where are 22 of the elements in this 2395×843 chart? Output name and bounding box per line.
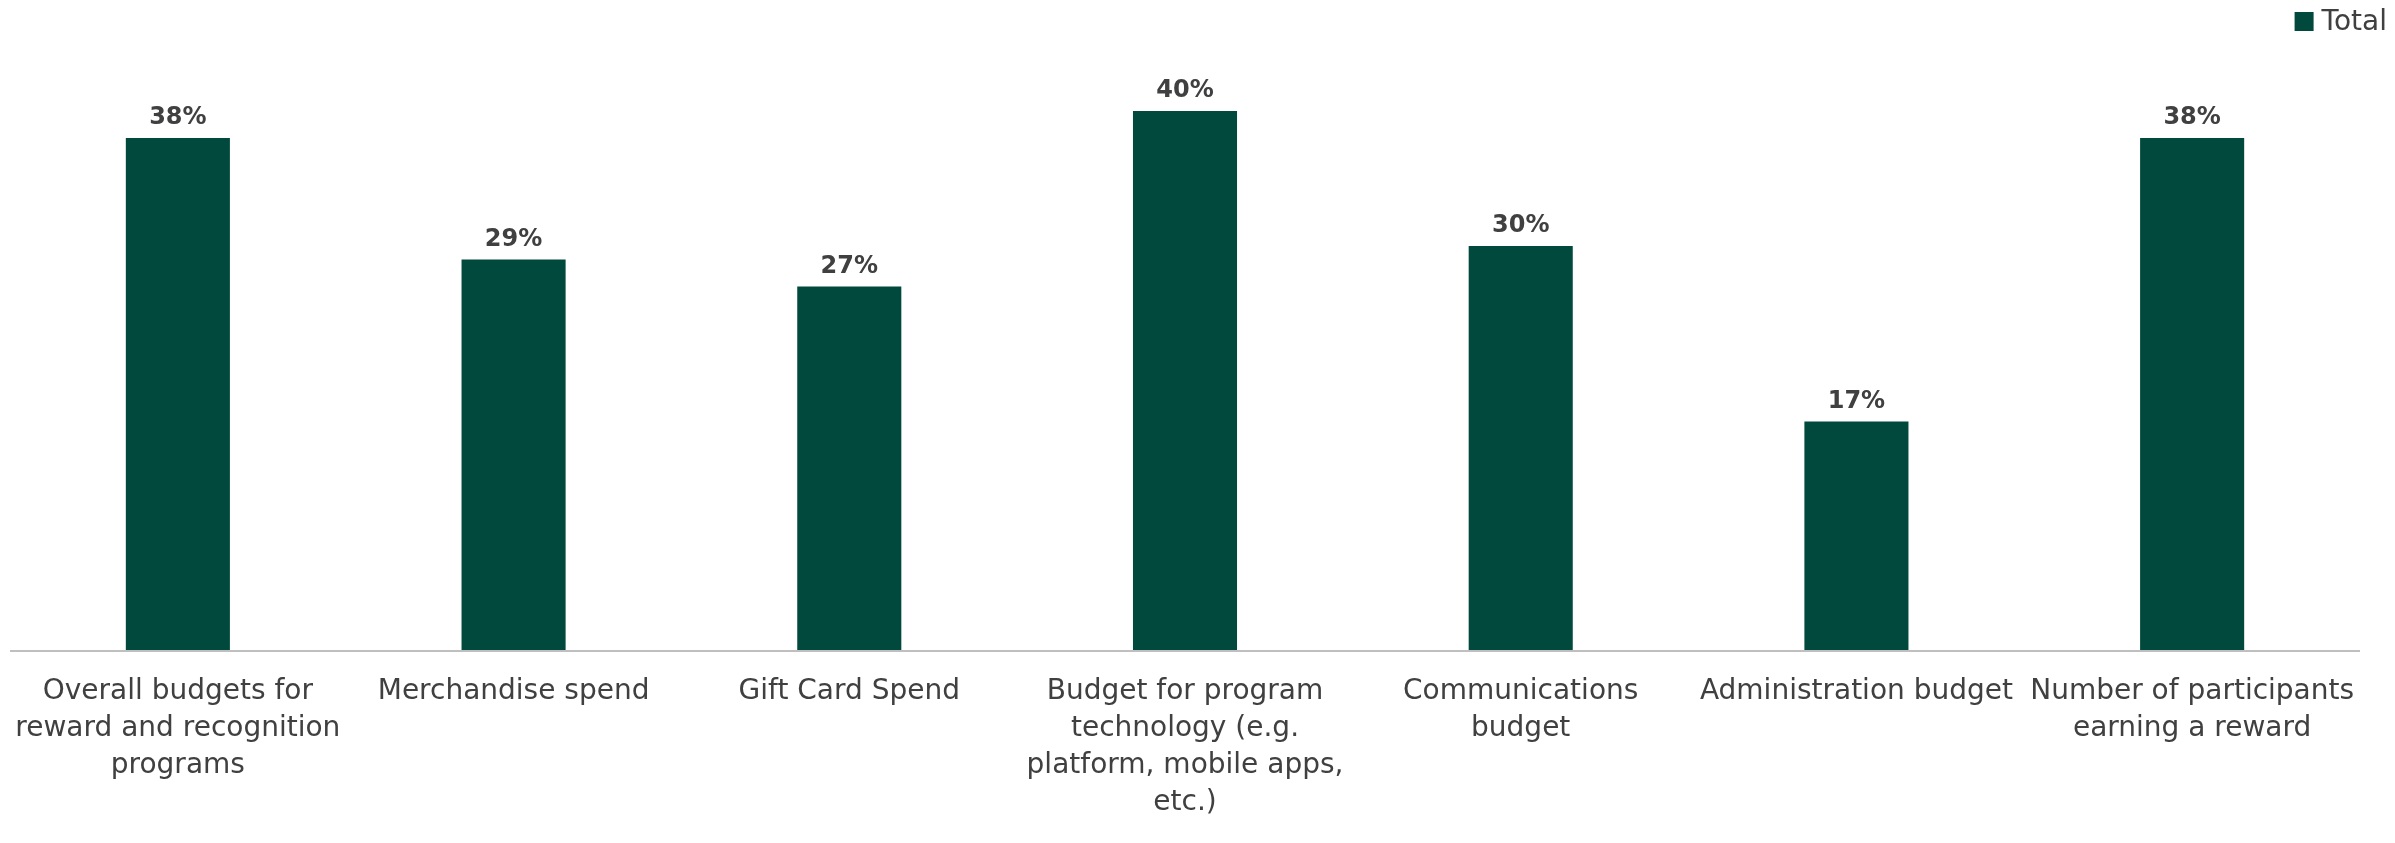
data-label: 17% [1827, 385, 1886, 414]
data-label: 29% [484, 223, 543, 252]
bar [2140, 138, 2245, 651]
x-tick-label: Overall budgets for reward and recognition programs [15, 673, 341, 780]
bar [797, 286, 902, 651]
data-label: 38% [149, 102, 207, 130]
data-label: 30% [1491, 210, 1550, 238]
bar [1804, 421, 1909, 651]
data-label: 27% [820, 250, 879, 279]
x-tick-label: Merchandise spend [377, 673, 650, 706]
legend-label: Total [2320, 4, 2387, 37]
data-label: 38% [2163, 102, 2221, 130]
bar [1132, 111, 1238, 651]
x-tick-label: Gift Card Spend [738, 673, 960, 706]
bar [1468, 246, 1573, 651]
data-label: 40% [1156, 75, 1214, 103]
x-tick-label: Budget for program technology (e.g. platform, mobile apps, etc.) [1026, 673, 1344, 817]
x-tick-label: Number of participants earning a reward [2030, 673, 2355, 743]
bar [461, 259, 566, 651]
x-tick-label: Administration budget [1699, 673, 2013, 706]
x-tick-label: Communications budget [1403, 673, 1639, 743]
bar [125, 138, 230, 651]
